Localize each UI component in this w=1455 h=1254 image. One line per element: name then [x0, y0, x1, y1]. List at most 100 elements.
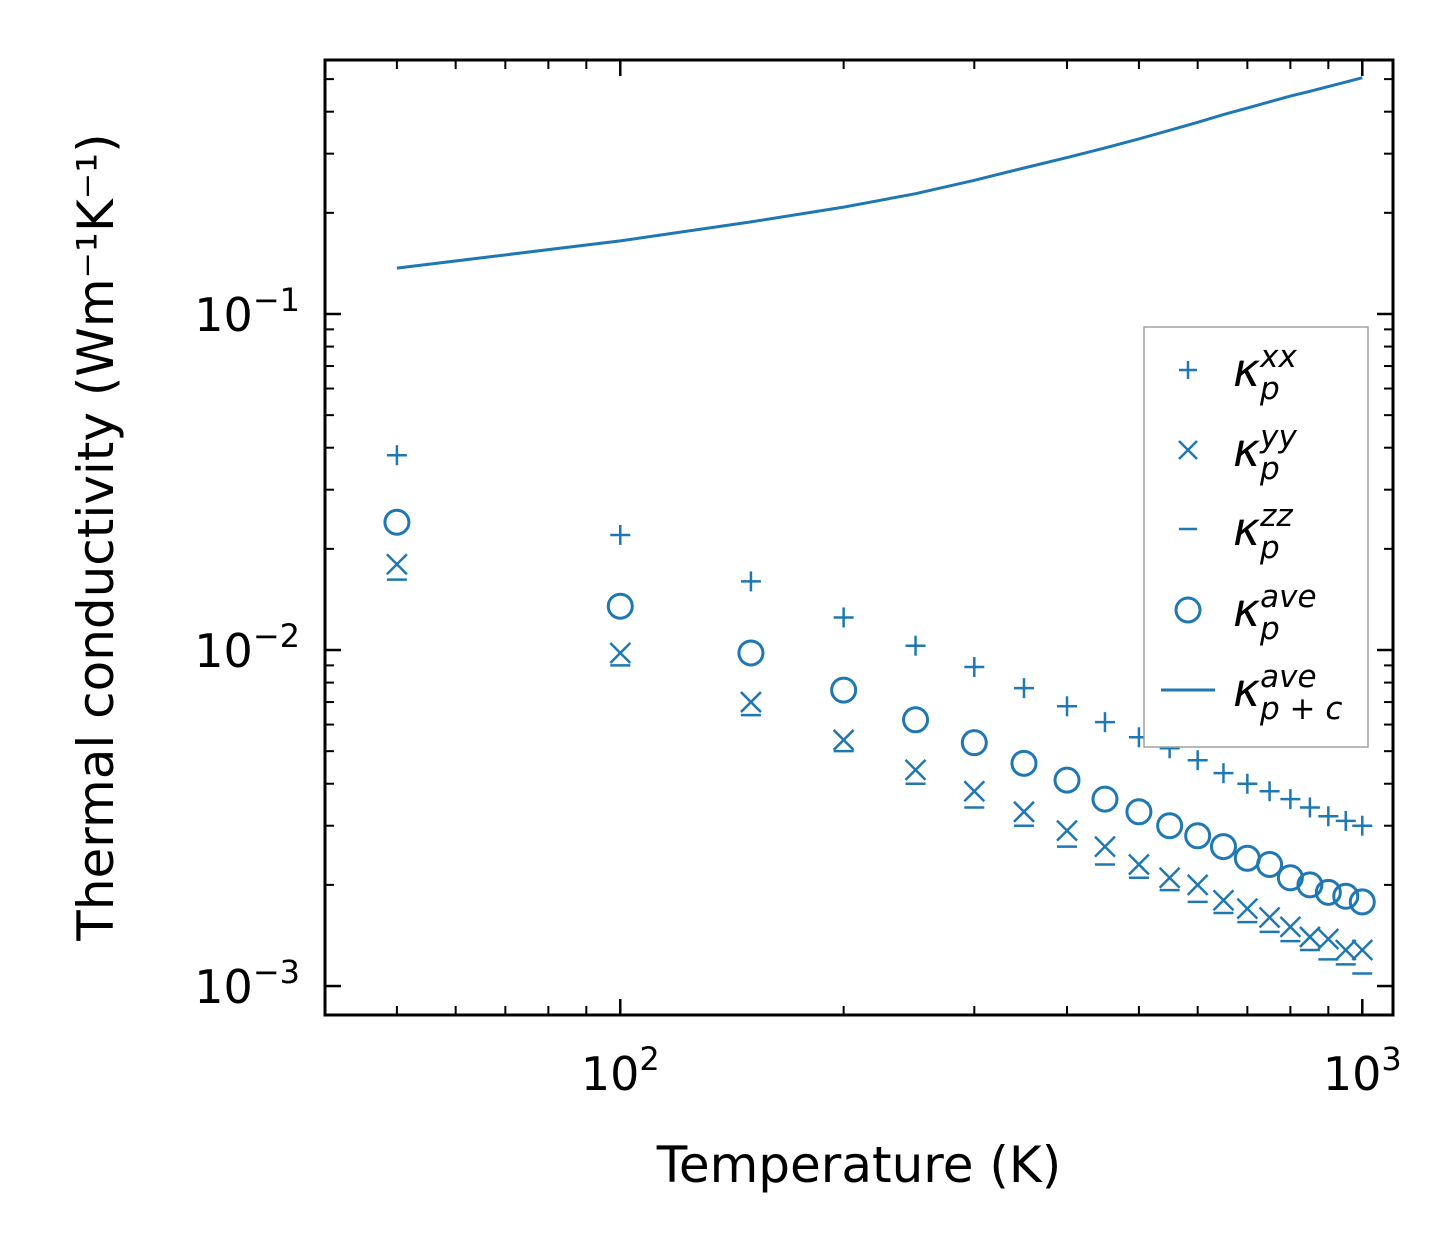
legend-label: κave p: [1233, 579, 1317, 647]
data-point-b: [1279, 915, 1302, 938]
data-point-b: [904, 758, 927, 781]
data-point: [1299, 797, 1320, 818]
data-point: [1318, 806, 1339, 827]
series-kp_ave_plus_c: [396, 76, 1363, 270]
data-point-b: [1258, 906, 1281, 929]
y-axis-title: Thermal conductivity (Wm⁻¹K⁻¹): [67, 133, 125, 941]
y-tick-label: 10−3: [194, 953, 300, 1014]
y-tick-label: 10−2: [194, 617, 300, 678]
x-tick-label: 103: [1323, 1040, 1402, 1101]
data-point: [1125, 798, 1153, 826]
data-point: [904, 758, 927, 781]
data-point-b: [386, 553, 408, 576]
data-point: [1187, 750, 1208, 771]
legend: κxx p κyy p κzz p κave p κave p + c: [1143, 326, 1369, 748]
legend-item-kp_xx: κxx p: [1179, 339, 1297, 407]
data-point: [1053, 766, 1081, 794]
data-point: [740, 571, 761, 592]
legend-label: κave p + c: [1233, 659, 1342, 727]
x-axis-title: Temperature (K): [656, 1136, 1061, 1194]
data-point-b: [1186, 874, 1209, 896]
data-point: [1335, 810, 1356, 831]
data-point: [1351, 939, 1374, 961]
data-point: [1237, 773, 1258, 794]
data-point: [830, 676, 858, 704]
data-point: [1332, 882, 1360, 910]
data-point: [609, 642, 632, 664]
data-point: [740, 691, 762, 713]
data-point: [1158, 866, 1181, 889]
data-point: [606, 592, 634, 620]
data-point: [1352, 815, 1373, 836]
data-point: [386, 445, 407, 466]
data-point: [1186, 874, 1209, 896]
data-point-b: [1236, 897, 1259, 920]
data-point: [1296, 871, 1324, 899]
data-point: [1314, 878, 1342, 906]
legend-item-kp_ave: κave p: [1174, 579, 1317, 647]
data-point: [963, 780, 986, 803]
data-point: [902, 706, 930, 734]
data-point: [1276, 864, 1304, 892]
legend-item-kp_ave_plus_c: κave p + c: [1161, 659, 1342, 727]
legend-label: κyy p: [1233, 419, 1297, 487]
data-point-b: [609, 642, 632, 664]
data-point: [964, 657, 985, 678]
data-point: [833, 607, 854, 628]
data-point: [386, 553, 408, 576]
data-point: [1348, 888, 1376, 916]
legend-label: κxx p: [1233, 339, 1297, 407]
data-point-b: [832, 729, 855, 751]
data-point: [1184, 822, 1212, 850]
legend-marker: [1179, 361, 1197, 379]
y-tick-label: 10−1: [194, 281, 300, 342]
data-point: [1317, 928, 1340, 950]
legend-label: κzz p: [1233, 498, 1293, 566]
legend-marker-b: [1178, 440, 1198, 460]
data-point: [1233, 844, 1261, 872]
legend-marker: [1178, 440, 1198, 460]
data-point: [832, 729, 855, 751]
data-point-b: [1317, 928, 1340, 950]
data-point: [1091, 785, 1119, 813]
series-kp_yy: [386, 553, 1374, 961]
series-kp_xx: [386, 445, 1373, 836]
data-point: [1213, 763, 1234, 784]
legend-item-kp_yy: κyy p: [1178, 419, 1297, 487]
data-point: [1259, 781, 1280, 802]
data-point-b: [1299, 926, 1321, 948]
data-point-b: [1334, 939, 1357, 961]
data-point: [1128, 853, 1150, 876]
data-point: [1056, 819, 1078, 842]
plot-area-frame: [323, 58, 1395, 1017]
data-point: [960, 729, 988, 757]
data-point: [383, 508, 411, 536]
series-line: [396, 76, 1363, 270]
legend-marker: [1174, 596, 1202, 624]
data-point-b: [1094, 835, 1116, 858]
data-point: [737, 639, 765, 667]
data-point: [905, 635, 926, 656]
data-point-b: [1212, 889, 1235, 912]
data-point: [1209, 833, 1237, 861]
x-tick-label: 102: [581, 1040, 660, 1101]
data-point-b: [740, 691, 762, 713]
data-point: [1156, 812, 1184, 840]
data-point-b: [1158, 866, 1181, 889]
data-point: [1258, 906, 1281, 929]
data-point: [610, 524, 631, 545]
data-point: [1256, 850, 1284, 878]
legend-item-kp_zz: κzz p: [1179, 498, 1293, 566]
data-point-b: [963, 780, 986, 803]
data-point: [1334, 939, 1357, 961]
plot-series: [383, 76, 1376, 975]
data-point: [1236, 897, 1259, 920]
axes: 102 103 10−3 10−2 10−1: [194, 60, 1402, 1101]
data-point-b: [1351, 939, 1374, 961]
legend-frame: [1143, 326, 1369, 748]
data-point: [1094, 835, 1116, 858]
data-point-b: [1013, 800, 1035, 823]
data-point: [1094, 712, 1115, 733]
data-point: [1057, 696, 1078, 717]
